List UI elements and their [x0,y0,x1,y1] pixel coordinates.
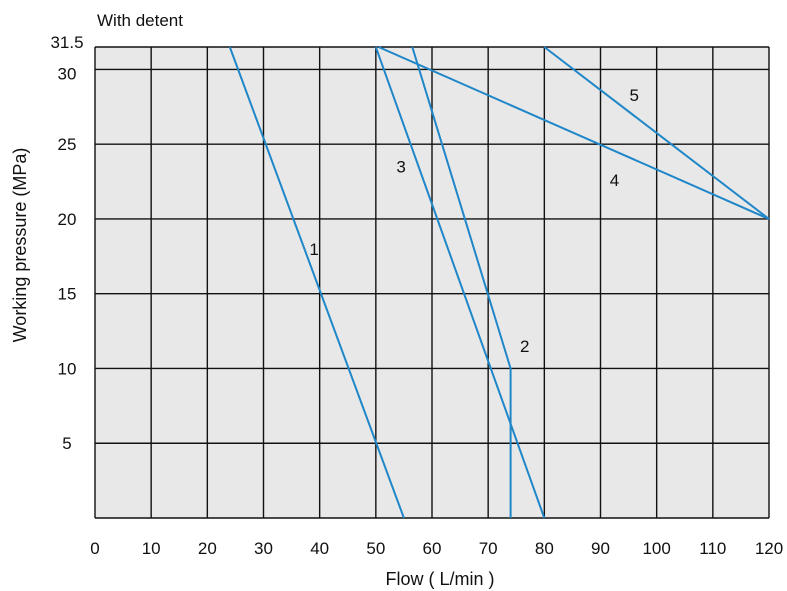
x-tick-label: 50 [366,539,385,558]
y-tick-label: 30 [58,64,77,83]
x-tick-label: 80 [535,539,554,558]
y-tick-label: 25 [58,135,77,154]
x-axis-ticks: 0 10 20 30 40 50 60 70 80 90 100 110 120 [90,539,783,558]
x-tick-label: 10 [142,539,161,558]
y-tick-label: 31.5 [50,33,83,52]
x-tick-label: 110 [699,539,726,558]
grid-lines [94,46,770,519]
x-tick-label: 70 [479,539,498,558]
series-label-3: 3 [396,158,405,177]
x-tick-label: 30 [254,539,273,558]
y-axis-ticks: 5 10 15 20 25 30 31.5 [50,33,83,453]
series-label-2: 2 [520,337,529,356]
x-tick-label: 100 [642,539,670,558]
y-tick-label: 15 [58,285,77,304]
series-line-3 [374,46,546,519]
y-axis-label: Working pressure (MPa) [10,148,30,343]
x-tick-label: 0 [90,539,99,558]
x-axis-label: Flow ( L/min ) [385,569,494,589]
series-labels: 1 2 3 4 5 [309,86,639,356]
x-tick-label: 120 [755,539,783,558]
series-lines [228,46,770,519]
series-line-5 [543,46,770,220]
chart-title: With detent [97,11,183,30]
series-label-4: 4 [610,171,619,190]
y-tick-label: 20 [58,210,77,229]
y-tick-label: 10 [58,359,77,378]
series-line-4 [378,46,770,220]
series-line-1 [228,46,405,519]
y-tick-label: 5 [62,434,71,453]
x-tick-label: 40 [310,539,329,558]
x-tick-label: 60 [423,539,442,558]
series-line-2 [411,46,512,518]
x-tick-label: 20 [198,539,217,558]
series-label-5: 5 [629,86,638,105]
x-tick-label: 90 [591,539,610,558]
series-label-1: 1 [309,240,318,259]
